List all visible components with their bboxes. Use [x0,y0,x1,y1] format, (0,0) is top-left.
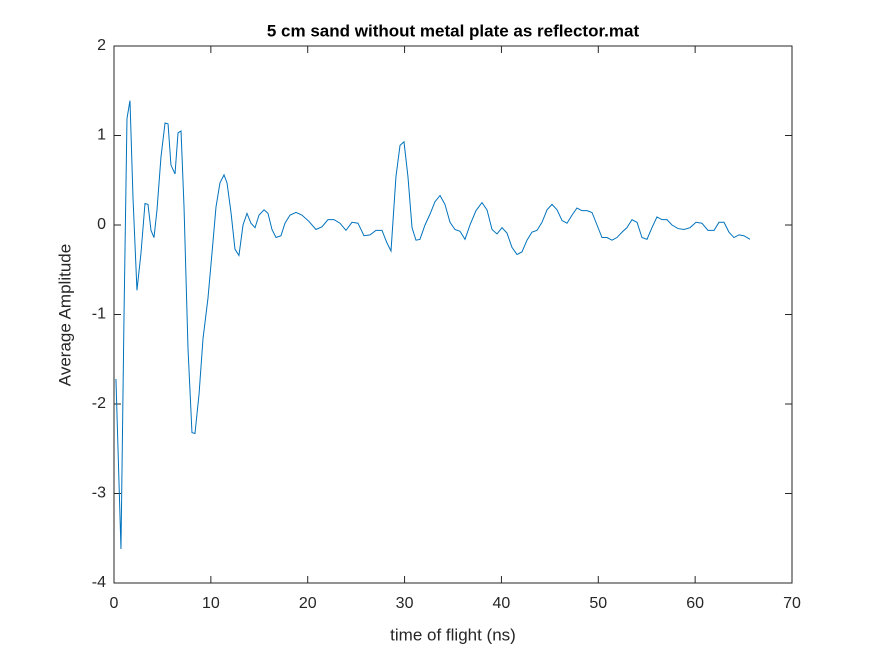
y-tick-label: -3 [92,485,106,502]
y-tick-label: 1 [97,127,106,144]
x-tick-label: 30 [396,595,414,612]
y-tick-label: 2 [97,37,106,54]
x-tick-label: 20 [299,595,317,612]
y-tick-label: -4 [92,574,106,591]
x-tick-label: 50 [589,595,607,612]
y-tick-label: -2 [92,395,106,412]
x-tick-label: 70 [783,595,801,612]
y-tick-label: -1 [92,306,106,323]
y-tick-label: 0 [97,216,106,233]
data-line [115,100,751,550]
y-axis-label: Average Amplitude [55,244,74,386]
x-tick-label: 10 [202,595,220,612]
x-tick-label: 40 [493,595,511,612]
chart-title: 5 cm sand without metal plate as reflect… [267,21,640,40]
x-axis-label: time of flight (ns) [390,625,516,644]
plot-box [113,45,793,584]
x-tick-label: 60 [686,595,704,612]
x-tick-label: 0 [110,595,119,612]
